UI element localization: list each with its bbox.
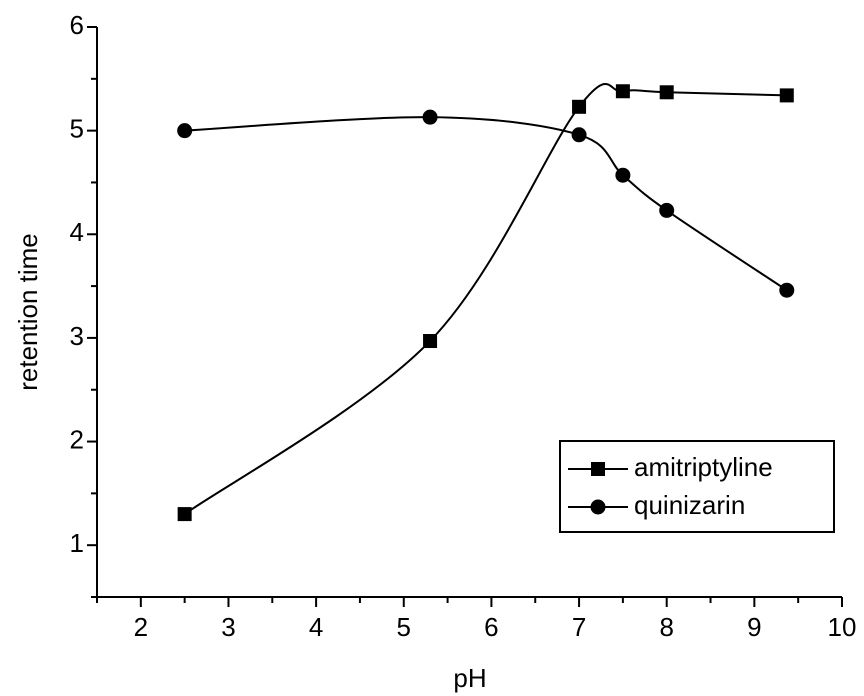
y-tick-label: 6 <box>70 10 84 40</box>
marker <box>571 127 587 143</box>
x-tick-label: 3 <box>221 612 235 642</box>
marker <box>590 499 606 515</box>
y-tick-label: 3 <box>70 321 84 351</box>
x-tick-label: 8 <box>659 612 673 642</box>
x-tick-label: 6 <box>484 612 498 642</box>
x-tick-label: 2 <box>134 612 148 642</box>
x-tick-label: 7 <box>572 612 586 642</box>
marker <box>591 462 605 476</box>
x-tick-label: 10 <box>828 612 857 642</box>
marker <box>177 507 192 522</box>
y-tick-label: 2 <box>70 424 84 454</box>
marker <box>572 99 587 114</box>
y-tick-label: 1 <box>70 528 84 558</box>
marker <box>177 123 193 139</box>
marker <box>779 282 795 298</box>
y-tick-label: 4 <box>70 217 84 247</box>
y-tick-label: 5 <box>70 114 84 144</box>
marker <box>779 88 794 103</box>
marker <box>659 85 674 100</box>
marker <box>422 109 438 125</box>
marker <box>615 167 631 183</box>
x-tick-label: 5 <box>397 612 411 642</box>
legend-label: amitriptyline <box>634 452 773 482</box>
x-tick-label: 9 <box>747 612 761 642</box>
legend-box <box>559 440 835 533</box>
series-line <box>184 116 788 292</box>
y-axis-label: retention time <box>13 233 43 391</box>
marker <box>615 84 630 99</box>
x-axis-label: pH <box>453 663 486 693</box>
legend-label: quinizarin <box>634 490 745 520</box>
x-tick-label: 4 <box>309 612 323 642</box>
marker <box>659 202 675 218</box>
legend: amitriptyline quinizarin <box>559 440 835 533</box>
marker <box>423 334 438 349</box>
